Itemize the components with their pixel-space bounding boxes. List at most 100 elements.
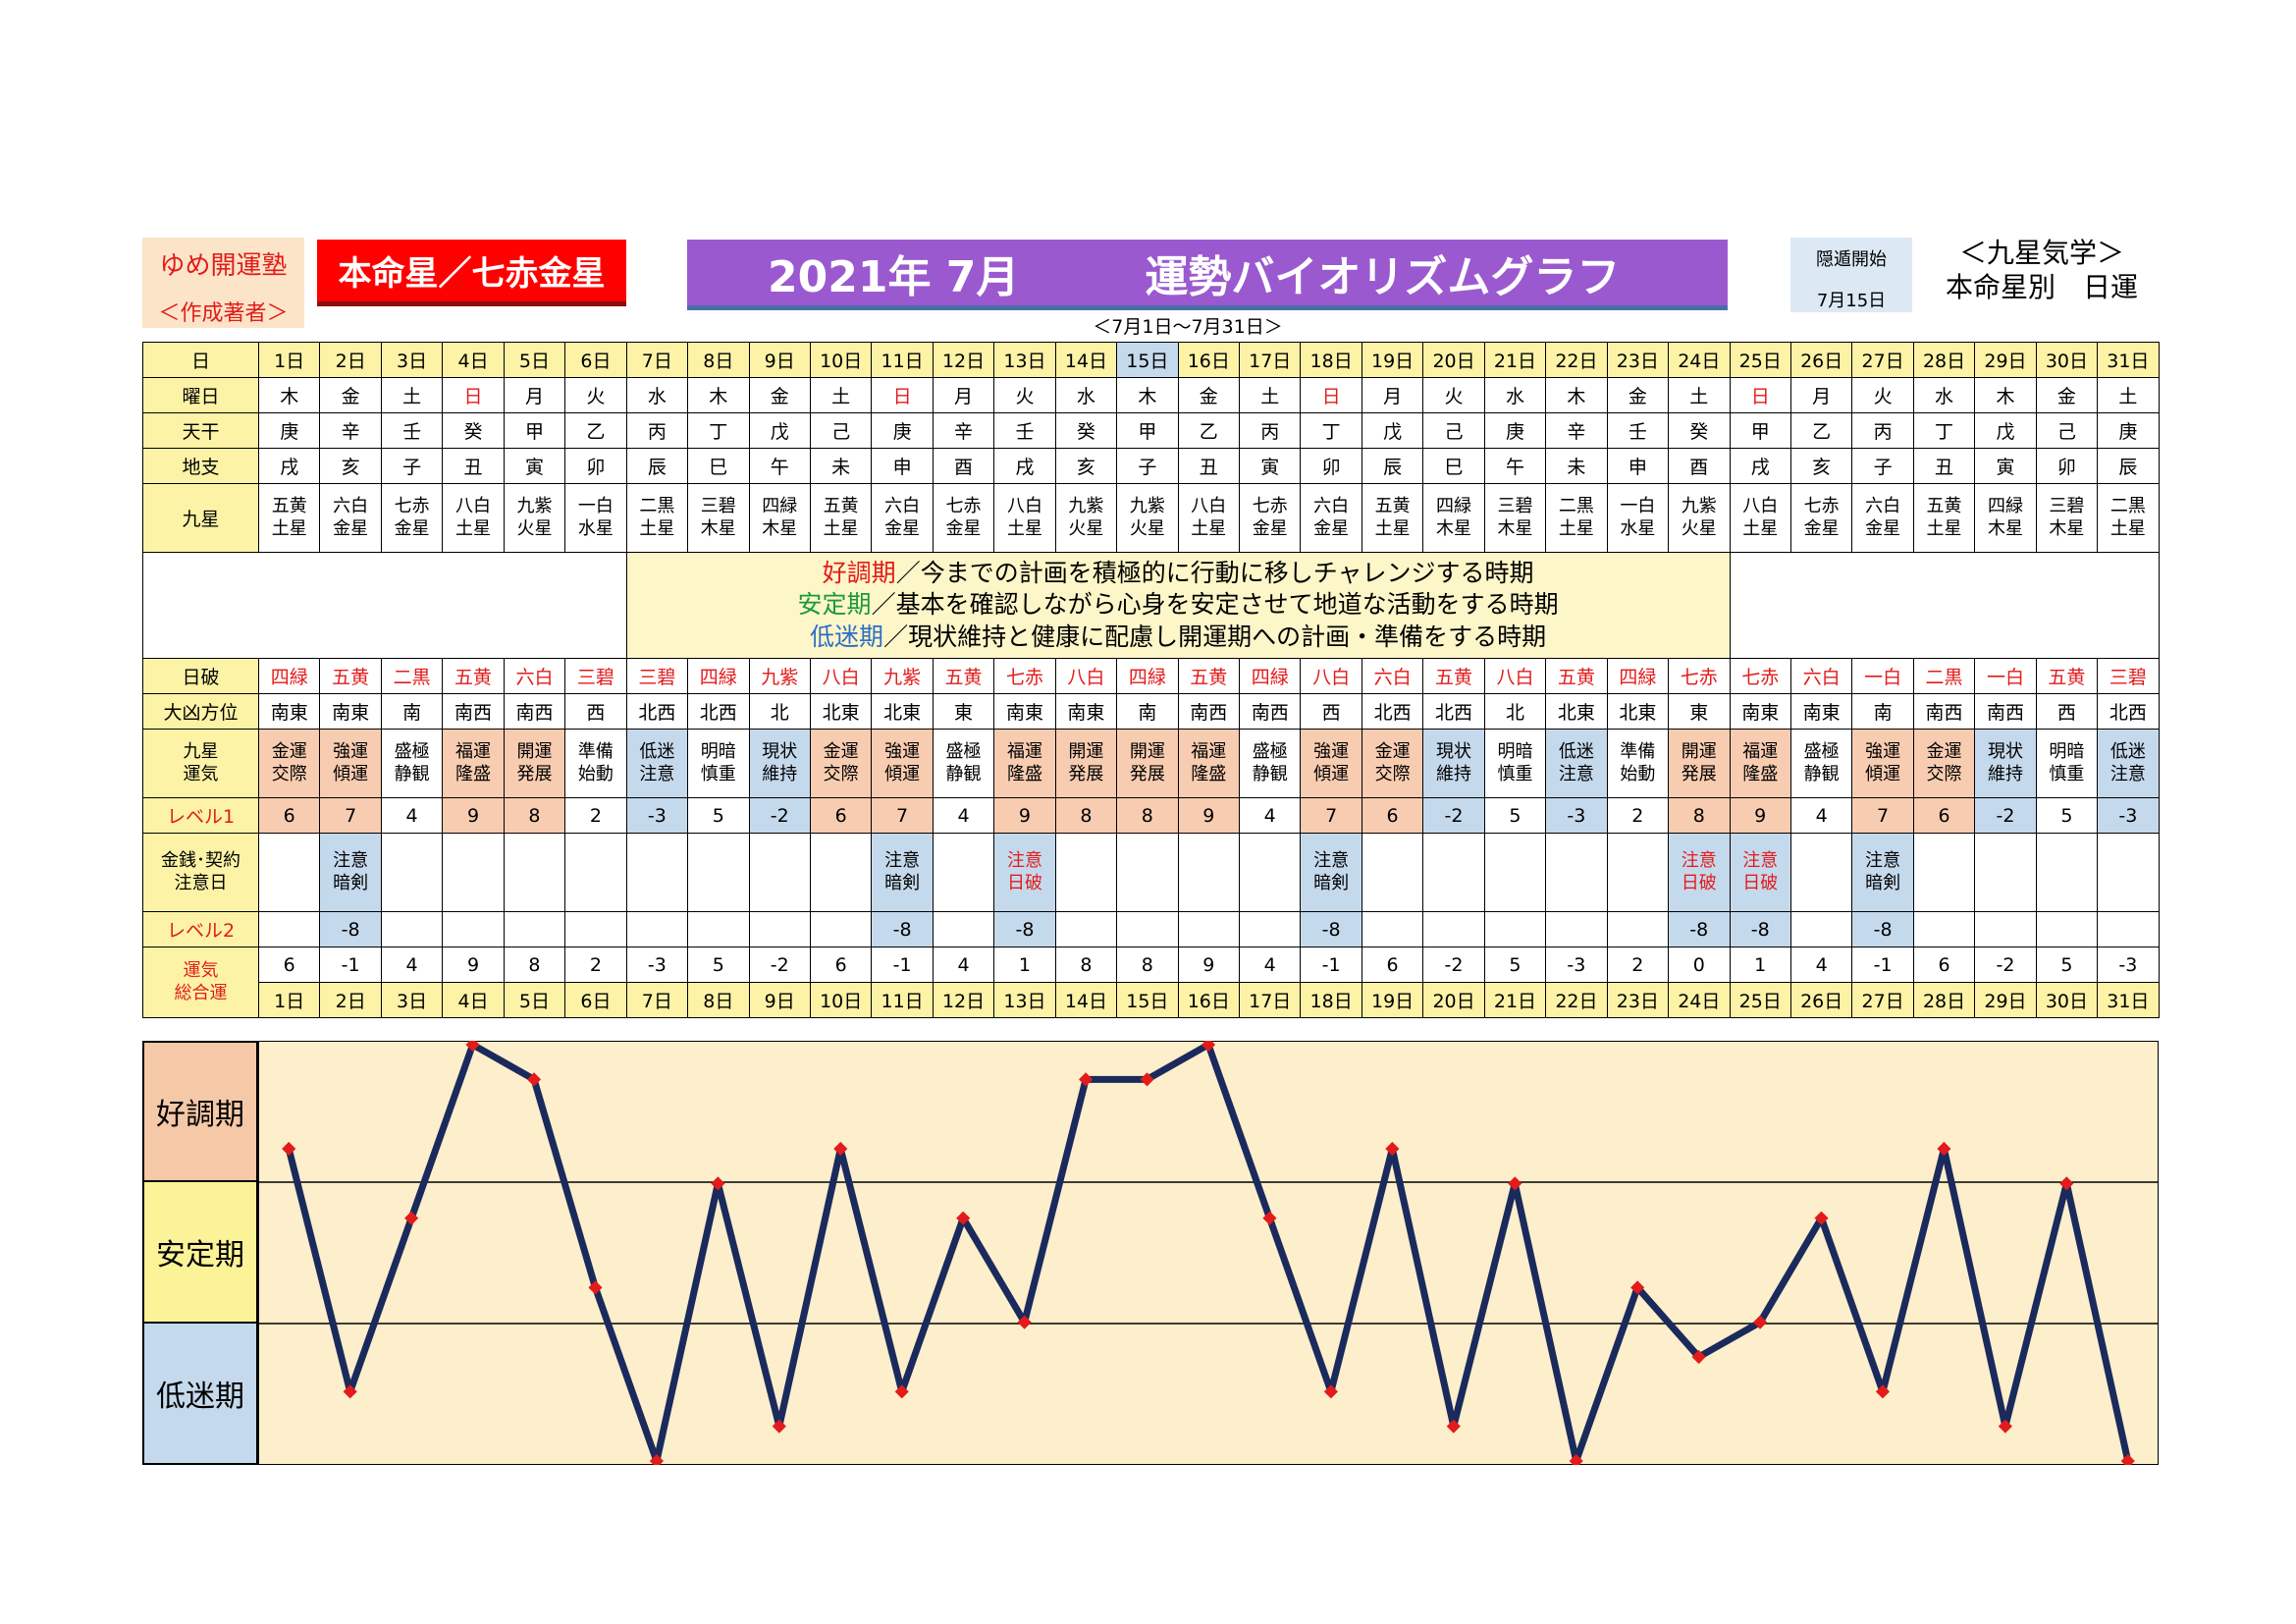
daikyo-cell: 南東 — [319, 693, 382, 730]
day-footer-value: 27日 — [1861, 991, 1904, 1012]
daikyo-value: 北東 — [1619, 702, 1657, 724]
day-cell: 25日 — [1729, 342, 1791, 378]
total-cell: 1 — [993, 947, 1056, 983]
unki-cell: 強運 傾運 — [319, 729, 382, 798]
nippa-value: 四緑 — [1619, 667, 1657, 688]
weekday-cell: 水 — [1912, 377, 1976, 413]
kyusei-value: 二黒 — [1558, 496, 1594, 516]
total-value: 5 — [1509, 953, 1522, 976]
unki-cell: 強運 傾運 — [1851, 729, 1914, 798]
unki-value: 盛極 — [945, 741, 982, 762]
legend-blank-left — [142, 552, 627, 659]
level1-cell: -2 — [1974, 797, 2037, 834]
nippa-value: 四緑 — [270, 667, 308, 688]
chishi-cell: 申 — [1606, 448, 1670, 484]
unki-value: 福運 — [1742, 741, 1779, 762]
level1-value: 9 — [1754, 804, 1767, 827]
level1-value: 7 — [1877, 804, 1890, 827]
level2-cell — [442, 911, 505, 947]
weekday-label: 曜日 — [142, 377, 259, 413]
unki-cell: 低迷 注意 — [2097, 729, 2160, 798]
unki-cell: 明暗 慎重 — [2035, 729, 2099, 798]
money-cell — [1054, 833, 1118, 912]
tenkan-cell: 壬 — [380, 412, 444, 449]
day-footer-cell: 2日 — [319, 982, 382, 1018]
kyusei-value: 三碧 — [700, 496, 736, 516]
tenkan-value: 丙 — [1873, 421, 1893, 443]
kyusei-value: 八白 — [1742, 496, 1779, 516]
nippa-row: 日破 四緑 五黄 二黒 五黄 六白 三碧 三碧 四緑 九紫 八白 九紫 五黄 七赤 八白 四緑 五黄 四緑 八白 六白… — [142, 658, 2160, 694]
kyusei-value: 三碧 — [2049, 496, 2085, 516]
chishi-value: 戌 — [1015, 457, 1035, 478]
daikyo-cell: 北東 — [871, 693, 934, 730]
weekday-cell: 月 — [503, 377, 566, 413]
weekday-cell: 土 — [1668, 377, 1731, 413]
money-value: 暗剣 — [884, 872, 921, 893]
weekday-cell: 日 — [1300, 377, 1362, 413]
tenkan-value: 己 — [1444, 421, 1464, 443]
kyusei-value: 二黒 — [2109, 496, 2146, 516]
day-footer-value: 21日 — [1493, 991, 1537, 1012]
unki-value: 交際 — [1374, 763, 1411, 785]
nippa-cell: 七赤 — [1668, 658, 1731, 694]
day-value: 12日 — [941, 351, 986, 372]
level2-cell — [1545, 911, 1608, 947]
unki-value: 強運 — [1313, 741, 1350, 762]
kyusei-cell: 六白 金星 — [871, 483, 934, 553]
nippa-cell: 六白 — [1361, 658, 1424, 694]
kyusei-value: 三碧 — [1497, 496, 1533, 516]
weekday-row: 曜日 木 金 土 日 月 火 水 木 金 土 日 月 火 水 木 金 土 日 月 火 水 木 金 土 日 月 火 水 木 金 土 — [142, 377, 2160, 413]
total-value: -1 — [1873, 953, 1893, 976]
chishi-value: 子 — [1873, 457, 1893, 478]
day-footer-cell: 26日 — [1789, 982, 1853, 1018]
tenkan-value: 甲 — [1138, 421, 1157, 443]
unki-value: 傾運 — [1865, 763, 1901, 785]
data-point — [772, 1419, 786, 1434]
weekday-cell: 日 — [1729, 377, 1791, 413]
day-value: 24日 — [1678, 351, 1721, 372]
level2-cell — [809, 911, 873, 947]
total-cell: 2 — [564, 947, 627, 983]
day-cell: 16日 — [1177, 342, 1241, 378]
day-footer-value: 1日 — [274, 991, 305, 1012]
kyusei-cell: 八白 土星 — [442, 483, 505, 553]
kyusei-value: 七赤 — [1803, 496, 1840, 516]
tenkan-value: 庚 — [2118, 421, 2138, 443]
unki-value: 金運 — [1374, 741, 1411, 762]
kyusei-cell: 八白 土星 — [993, 483, 1056, 553]
kyusei-value: 木星 — [1436, 517, 1472, 539]
total-cell: 4 — [932, 947, 995, 983]
day-cell: 6日 — [564, 342, 627, 378]
kyusei-cell: 八白 土星 — [1729, 483, 1791, 553]
day-value: 6日 — [580, 351, 612, 372]
nippa-value: 二黒 — [393, 667, 431, 688]
day-value: 18日 — [1309, 351, 1353, 372]
weekday-cell: 木 — [257, 377, 321, 413]
weekday-value: 土 — [1260, 386, 1280, 407]
daikyo-cell: 北西 — [625, 693, 689, 730]
day-footer-cell: 11日 — [871, 982, 934, 1018]
tenkan-cell: 辛 — [932, 412, 995, 449]
kyusei-value: 七赤 — [394, 496, 430, 516]
unki-cell: 明暗 慎重 — [687, 729, 750, 798]
nippa-cell: 四緑 — [257, 658, 321, 694]
day-footer-value: 16日 — [1187, 991, 1230, 1012]
level1-value: -3 — [2118, 804, 2138, 827]
total-cell: 8 — [1054, 947, 1118, 983]
chishi-cell: 亥 — [1054, 448, 1118, 484]
chishi-cell: 丑 — [1912, 448, 1976, 484]
daikyo-cell: 北西 — [1422, 693, 1485, 730]
unki-value: 開運 — [516, 741, 553, 762]
day-footer-value: 15日 — [1126, 991, 1169, 1012]
unki-cell: 金運 交際 — [1361, 729, 1424, 798]
day-value: 7日 — [641, 351, 672, 372]
total-value: 0 — [1692, 953, 1705, 976]
unki-value: 福運 — [1191, 741, 1227, 762]
level2-cell: -8 — [319, 911, 382, 947]
money-cell — [625, 833, 689, 912]
day-value: 5日 — [518, 351, 551, 372]
total-value: 4 — [1263, 953, 1276, 976]
day-footer-value: 25日 — [1738, 991, 1782, 1012]
unki-cell: 金運 交際 — [257, 729, 321, 798]
total-value: 8 — [1080, 953, 1093, 976]
